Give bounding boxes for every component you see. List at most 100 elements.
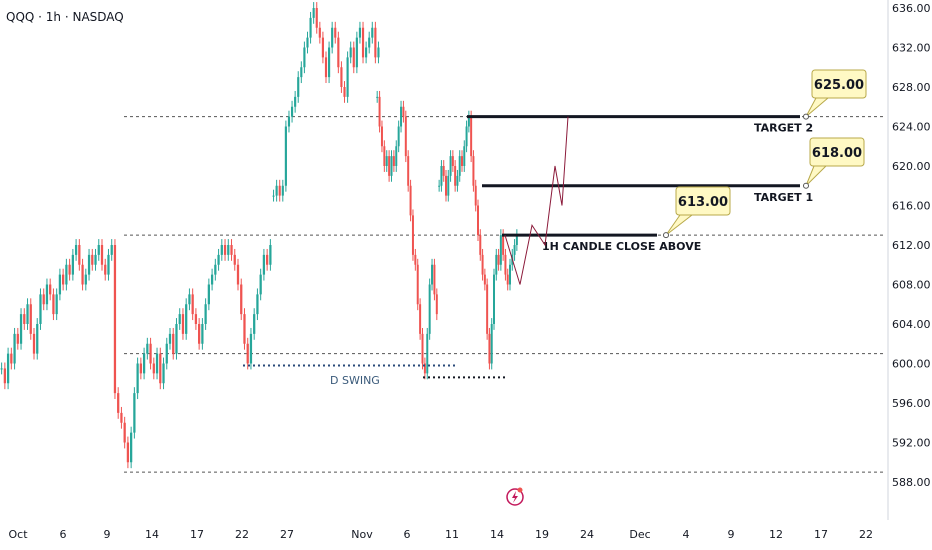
x-tick-label: 9 (104, 528, 111, 541)
candle-body (324, 57, 328, 78)
candle-body (479, 235, 482, 255)
candle-body (120, 412, 123, 423)
lightning-icon[interactable] (506, 487, 524, 506)
candle-body (52, 294, 55, 315)
candle-body (172, 333, 175, 354)
callout-box[interactable] (811, 69, 867, 99)
x-tick-label: 6 (60, 528, 67, 541)
candle-body (253, 314, 256, 334)
candle-body (454, 166, 457, 186)
candle-body (217, 254, 220, 265)
callout-value: 613.00 (678, 195, 728, 210)
callout-box[interactable] (809, 137, 865, 167)
candle-body (65, 264, 68, 285)
y-tick-label: 608.00 (892, 279, 931, 292)
candle-body (407, 156, 410, 186)
candle-body (74, 245, 78, 255)
candle-body (6, 353, 10, 384)
candle-body (100, 245, 104, 265)
y-tick-label: 604.00 (892, 318, 931, 331)
candle-body (207, 284, 210, 305)
candle-body (188, 294, 191, 305)
candle-body (159, 353, 162, 384)
x-tick-label: 17 (190, 528, 204, 541)
x-tick-label: 14 (145, 528, 159, 541)
candle-body (423, 363, 426, 374)
candle-body (107, 254, 110, 275)
candle-body (493, 274, 495, 324)
candle-body (414, 254, 417, 265)
candle-body (440, 166, 443, 186)
misc-annotations: D SWING (243, 364, 524, 506)
candle-body (488, 333, 491, 364)
candle-body (428, 284, 431, 334)
y-tick-label: 600.00 (892, 358, 931, 371)
candle-body (467, 116, 470, 127)
candle-body (223, 245, 227, 255)
candle-body (256, 294, 259, 315)
y-tick-label: 592.00 (892, 437, 931, 450)
candle-body (0, 368, 3, 370)
candle-body (419, 304, 422, 334)
candle-body (269, 245, 272, 265)
candle-body (3, 368, 6, 384)
candle-body (502, 235, 505, 255)
callout-pointer (805, 165, 828, 187)
candle-body (191, 294, 194, 315)
candle-body (259, 274, 262, 295)
callout-anchor-dot (663, 232, 669, 239)
candle-body (284, 126, 287, 186)
target-label: TARGET 2 (754, 122, 813, 135)
candle-body (388, 156, 391, 176)
candle-body (36, 324, 39, 354)
x-tick-label: 17 (814, 528, 828, 541)
candle-body (392, 156, 395, 166)
projection-zigzag (504, 116, 569, 285)
candle-body (142, 353, 146, 374)
candle-body (97, 245, 100, 255)
candle-body (470, 116, 473, 157)
candle-body (278, 185, 281, 196)
candle-body (395, 146, 398, 166)
candle-body (29, 304, 32, 334)
candle-body (383, 146, 386, 166)
candle-body (349, 47, 352, 58)
candle-body (230, 245, 233, 255)
candle-body (337, 37, 340, 68)
candle-body (472, 156, 475, 186)
candle-body (334, 27, 337, 38)
candle-body (477, 205, 479, 236)
target-lines: TARGET 2 TARGET 1 1H CANDLE CLOSE ABOVE (467, 115, 813, 253)
candle-body (458, 156, 461, 176)
candle-body (39, 294, 42, 324)
target-label: TARGET 1 (754, 191, 813, 204)
x-tick-label: Dec (629, 528, 650, 541)
candle-body (385, 156, 388, 166)
candle-body (404, 116, 407, 157)
candle-body (110, 245, 113, 255)
x-tick-label: Oct (8, 528, 28, 541)
y-tick-label: 636.00 (892, 2, 931, 15)
candle-body (113, 245, 117, 394)
candle-body (126, 442, 130, 463)
x-tick-label: 4 (683, 528, 690, 541)
callout-value: 625.00 (814, 78, 864, 93)
candle-body (198, 324, 201, 344)
candle-body (281, 185, 284, 196)
candle-body (181, 314, 185, 334)
target-label: 1H CANDLE CLOSE ABOVE (542, 240, 701, 253)
callout-box[interactable] (675, 186, 731, 216)
candle-body (155, 353, 159, 374)
candle-body (312, 8, 315, 18)
candle-body (355, 37, 358, 68)
candle-body (49, 284, 52, 295)
candle-body (303, 47, 306, 68)
candle-body (45, 284, 49, 305)
candle-body (266, 254, 269, 265)
candle-body (168, 333, 172, 344)
candle-body (162, 363, 165, 384)
candle-body (220, 245, 223, 255)
candle-body (149, 343, 152, 364)
candle-body (32, 333, 36, 354)
